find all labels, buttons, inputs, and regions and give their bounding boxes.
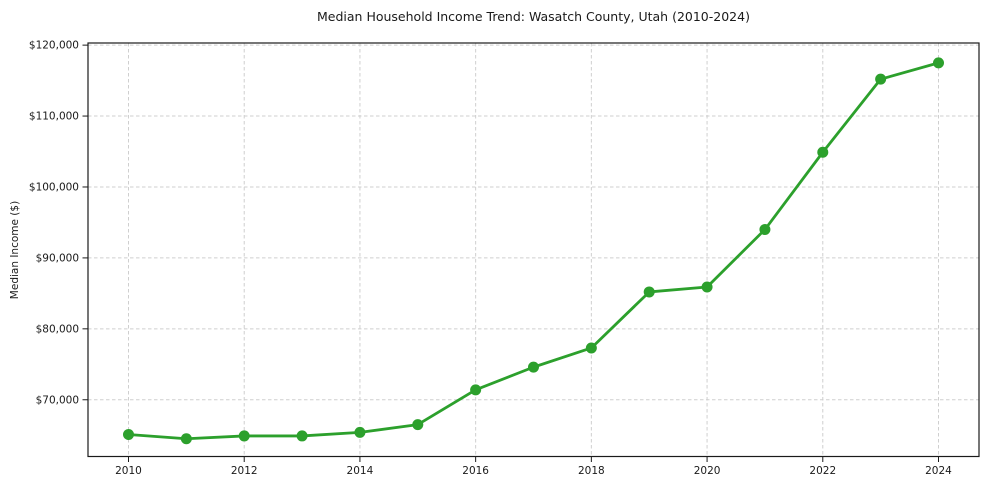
data-point [238,430,250,442]
y-tick-label: $110,000 [29,111,79,123]
x-tick-label: 2012 [231,465,258,477]
data-point [123,429,134,441]
x-tick-label: 2024 [925,465,952,477]
x-tick-label: 2022 [809,465,836,477]
y-tick-label: $90,000 [36,252,79,264]
data-point [875,73,887,85]
chart-title: Median Household Income Trend: Wasatch C… [317,9,750,24]
x-tick-label: 2018 [578,465,605,477]
data-point [817,146,829,158]
y-tick-label: $80,000 [36,323,79,335]
data-point [643,286,655,298]
data-point [528,361,539,373]
y-tick-label: $120,000 [29,40,79,52]
y-tick-label: $70,000 [36,394,79,406]
data-point [180,433,192,445]
data-point [933,57,944,69]
x-tick-label: 2010 [115,465,142,477]
data-point [585,342,597,354]
plot-border [87,42,980,458]
data-point [296,430,308,442]
y-tick-label: $100,000 [29,181,79,193]
x-tick-label: 2020 [694,465,721,477]
x-tick-label: 2014 [347,465,374,477]
data-point [759,224,771,236]
data-point [701,281,713,293]
data-point [470,384,482,396]
x-tick-label: 2016 [462,465,489,477]
trend-line [127,61,940,441]
data-point [412,419,424,431]
data-point [354,426,366,438]
